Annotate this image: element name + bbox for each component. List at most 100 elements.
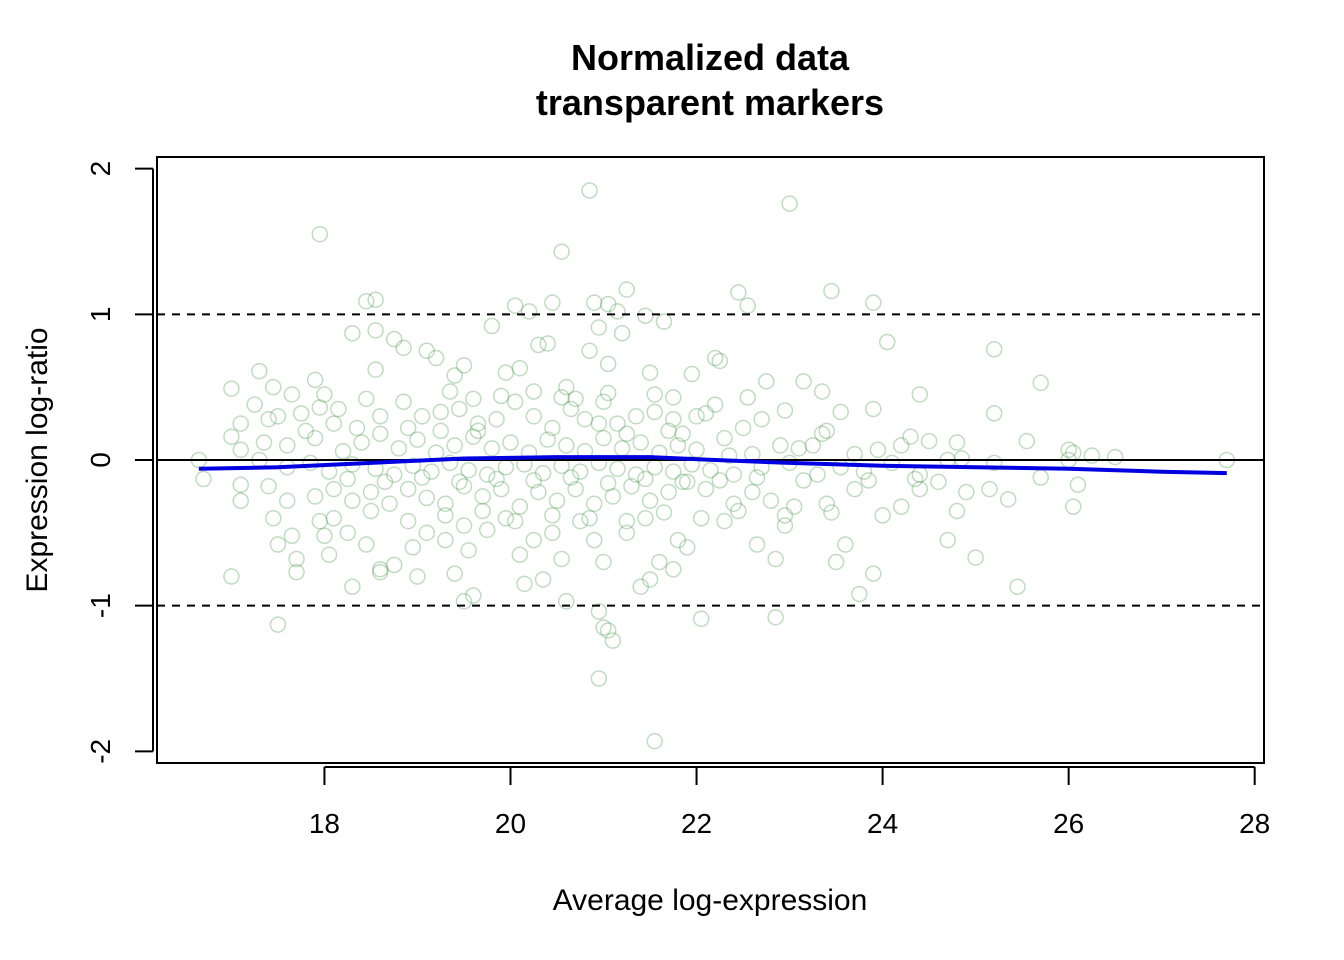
data-point <box>385 556 403 574</box>
data-point <box>846 480 863 498</box>
data-point <box>637 470 654 488</box>
data-point <box>595 619 612 636</box>
data-point <box>739 389 756 406</box>
data-point <box>1083 447 1101 464</box>
data-point <box>669 531 687 549</box>
data-point <box>985 341 1003 358</box>
data-point <box>930 473 947 491</box>
data-point <box>706 349 724 367</box>
data-point <box>892 498 910 515</box>
data-point <box>283 527 301 544</box>
data-point <box>506 512 524 530</box>
data-point <box>506 297 524 314</box>
data-point <box>525 408 543 425</box>
data-point <box>409 568 426 585</box>
data-point <box>455 477 473 495</box>
data-point <box>483 440 501 457</box>
data-point <box>823 282 840 300</box>
data-point <box>725 495 743 512</box>
data-point <box>655 504 673 521</box>
data-point <box>618 524 636 542</box>
data-point <box>1069 476 1087 494</box>
data-point <box>544 524 561 542</box>
data-point <box>785 498 803 515</box>
data-point <box>948 434 966 451</box>
data-point <box>697 480 715 498</box>
data-point <box>706 396 724 413</box>
data-point <box>832 403 849 421</box>
data-point <box>911 386 929 403</box>
data-point <box>455 357 473 374</box>
data-point <box>618 425 636 443</box>
data-point <box>423 463 440 480</box>
data-point <box>572 512 589 530</box>
data-point <box>646 386 663 403</box>
data-point <box>246 396 263 413</box>
data-point <box>911 480 929 498</box>
data-point <box>1106 448 1124 466</box>
data-point <box>451 400 468 418</box>
data-point <box>195 470 212 488</box>
data-point <box>437 495 454 512</box>
data-point <box>265 378 282 396</box>
data-point <box>920 432 938 450</box>
data-point <box>232 441 249 459</box>
data-point <box>372 408 389 425</box>
data-point <box>567 390 584 408</box>
data-point <box>395 393 412 410</box>
data-point <box>362 483 380 501</box>
data-point <box>599 355 617 373</box>
data-point <box>748 536 766 553</box>
data-point <box>311 512 329 530</box>
data-point <box>548 492 566 510</box>
data-point <box>465 428 482 445</box>
data-point <box>641 364 659 381</box>
data-point <box>446 437 463 454</box>
data-point <box>860 472 877 489</box>
data-point <box>985 454 1003 472</box>
data-point <box>665 561 682 578</box>
data-point <box>599 384 617 402</box>
data-point <box>497 510 515 527</box>
data-point <box>744 483 761 501</box>
data-point <box>451 473 468 491</box>
trend-line <box>198 455 1227 476</box>
data-point <box>613 325 631 342</box>
data-point <box>488 470 505 488</box>
data-point <box>734 419 752 437</box>
data-point <box>813 425 831 443</box>
data-point <box>725 466 743 483</box>
data-point <box>665 389 682 406</box>
data-point <box>702 461 719 479</box>
data-point <box>306 488 324 505</box>
data-point <box>637 510 654 527</box>
data-point <box>906 470 924 488</box>
data-point <box>446 565 463 582</box>
plot-frame <box>156 156 1265 764</box>
data-point <box>720 447 738 464</box>
data-point <box>399 419 417 437</box>
data-point <box>581 510 598 527</box>
plot-area <box>157 182 1264 750</box>
data-point <box>497 364 515 381</box>
data-point <box>697 405 715 422</box>
data-point <box>511 546 529 563</box>
data-point <box>362 502 380 520</box>
data-point <box>790 440 808 457</box>
data-point <box>953 450 970 467</box>
y-axis-label: Expression log-ratio <box>21 327 54 592</box>
data-point <box>418 489 436 507</box>
data-point <box>678 539 696 556</box>
data-point <box>339 470 356 488</box>
data-point <box>851 585 868 603</box>
x-tick-label: 22 <box>681 808 712 839</box>
data-point <box>465 390 482 408</box>
data-point <box>474 488 491 505</box>
data-point <box>367 322 384 339</box>
data-point <box>441 383 459 400</box>
data-point <box>306 371 324 389</box>
data-point <box>260 477 277 495</box>
data-point <box>618 281 636 298</box>
data-point <box>553 550 570 568</box>
